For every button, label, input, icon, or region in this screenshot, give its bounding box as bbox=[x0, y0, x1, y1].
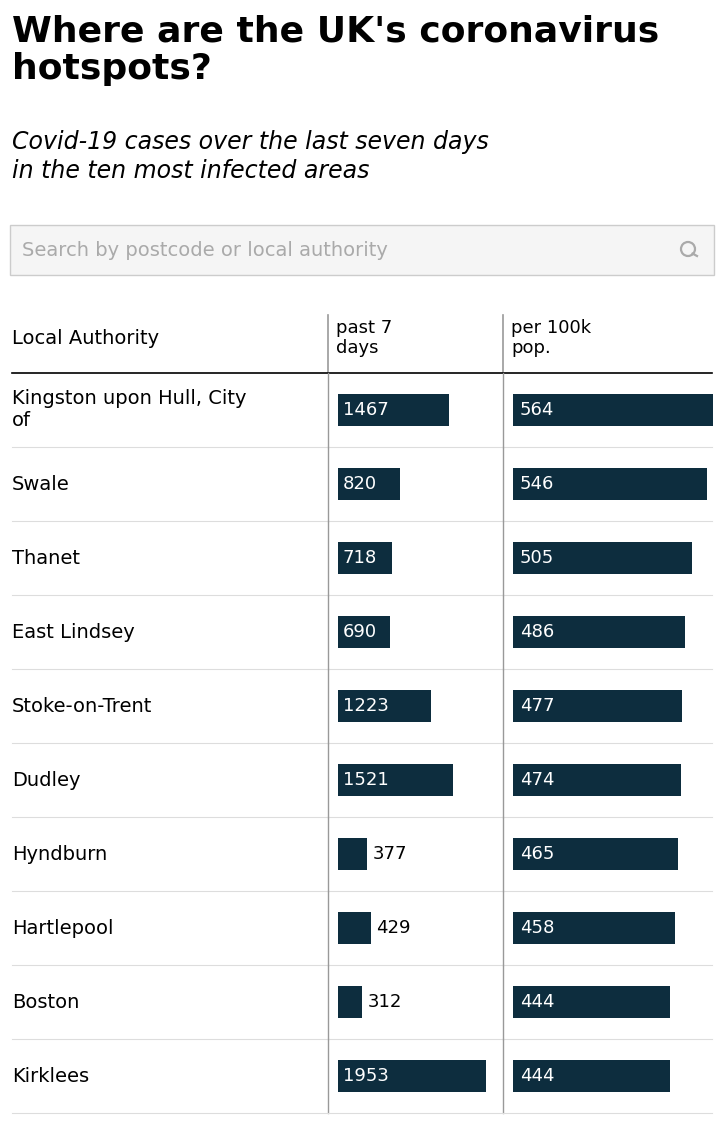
Text: Hartlepool: Hartlepool bbox=[12, 919, 114, 937]
Text: 312: 312 bbox=[368, 993, 402, 1011]
Text: Boston: Boston bbox=[12, 993, 79, 1011]
Text: 505: 505 bbox=[520, 549, 554, 567]
FancyBboxPatch shape bbox=[338, 690, 431, 722]
Text: 444: 444 bbox=[520, 1067, 554, 1085]
Text: 377: 377 bbox=[372, 845, 407, 863]
FancyBboxPatch shape bbox=[513, 764, 681, 796]
FancyBboxPatch shape bbox=[338, 468, 400, 500]
FancyBboxPatch shape bbox=[338, 394, 449, 426]
Text: Kingston upon Hull, City
of: Kingston upon Hull, City of bbox=[12, 389, 246, 430]
Text: Swale: Swale bbox=[12, 475, 70, 493]
Text: Dudley: Dudley bbox=[12, 771, 81, 789]
Text: Thanet: Thanet bbox=[12, 548, 80, 567]
Text: Hyndburn: Hyndburn bbox=[12, 844, 107, 864]
Text: Kirklees: Kirklees bbox=[12, 1066, 89, 1086]
FancyBboxPatch shape bbox=[513, 468, 706, 500]
FancyBboxPatch shape bbox=[513, 690, 682, 722]
Text: East Lindsey: East Lindsey bbox=[12, 622, 135, 642]
Text: 820: 820 bbox=[343, 475, 377, 493]
Text: 465: 465 bbox=[520, 845, 554, 863]
FancyBboxPatch shape bbox=[513, 839, 678, 869]
Text: Local Authority: Local Authority bbox=[12, 328, 159, 348]
FancyBboxPatch shape bbox=[513, 394, 713, 426]
FancyBboxPatch shape bbox=[338, 764, 454, 796]
FancyBboxPatch shape bbox=[10, 225, 714, 275]
Text: Search by postcode or local authority: Search by postcode or local authority bbox=[22, 240, 388, 260]
Text: past 7
days: past 7 days bbox=[336, 319, 392, 357]
FancyBboxPatch shape bbox=[513, 986, 670, 1018]
FancyBboxPatch shape bbox=[338, 912, 371, 944]
Text: 458: 458 bbox=[520, 919, 554, 937]
Text: 477: 477 bbox=[520, 697, 554, 715]
Text: 444: 444 bbox=[520, 993, 554, 1011]
Text: 1223: 1223 bbox=[343, 697, 389, 715]
FancyBboxPatch shape bbox=[513, 542, 692, 574]
FancyBboxPatch shape bbox=[513, 1060, 670, 1093]
Text: Covid-19 cases over the last seven days
in the ten most infected areas: Covid-19 cases over the last seven days … bbox=[12, 130, 489, 183]
Text: Stoke-on-Trent: Stoke-on-Trent bbox=[12, 697, 153, 715]
Text: 1521: 1521 bbox=[343, 771, 389, 789]
Text: 474: 474 bbox=[520, 771, 554, 789]
Text: per 100k
pop.: per 100k pop. bbox=[511, 319, 591, 357]
Text: 486: 486 bbox=[520, 623, 554, 641]
Text: 1467: 1467 bbox=[343, 402, 389, 419]
Text: 429: 429 bbox=[377, 919, 411, 937]
FancyBboxPatch shape bbox=[338, 839, 366, 869]
FancyBboxPatch shape bbox=[338, 1060, 486, 1093]
FancyBboxPatch shape bbox=[513, 912, 675, 944]
Text: 690: 690 bbox=[343, 623, 377, 641]
Text: 1953: 1953 bbox=[343, 1067, 389, 1085]
Text: 546: 546 bbox=[520, 475, 554, 493]
Text: 564: 564 bbox=[520, 402, 554, 419]
Text: 718: 718 bbox=[343, 549, 377, 567]
Text: Where are the UK's coronavirus
hotspots?: Where are the UK's coronavirus hotspots? bbox=[12, 15, 660, 86]
FancyBboxPatch shape bbox=[338, 542, 392, 574]
FancyBboxPatch shape bbox=[513, 615, 685, 648]
FancyBboxPatch shape bbox=[338, 986, 361, 1018]
FancyBboxPatch shape bbox=[338, 615, 390, 648]
